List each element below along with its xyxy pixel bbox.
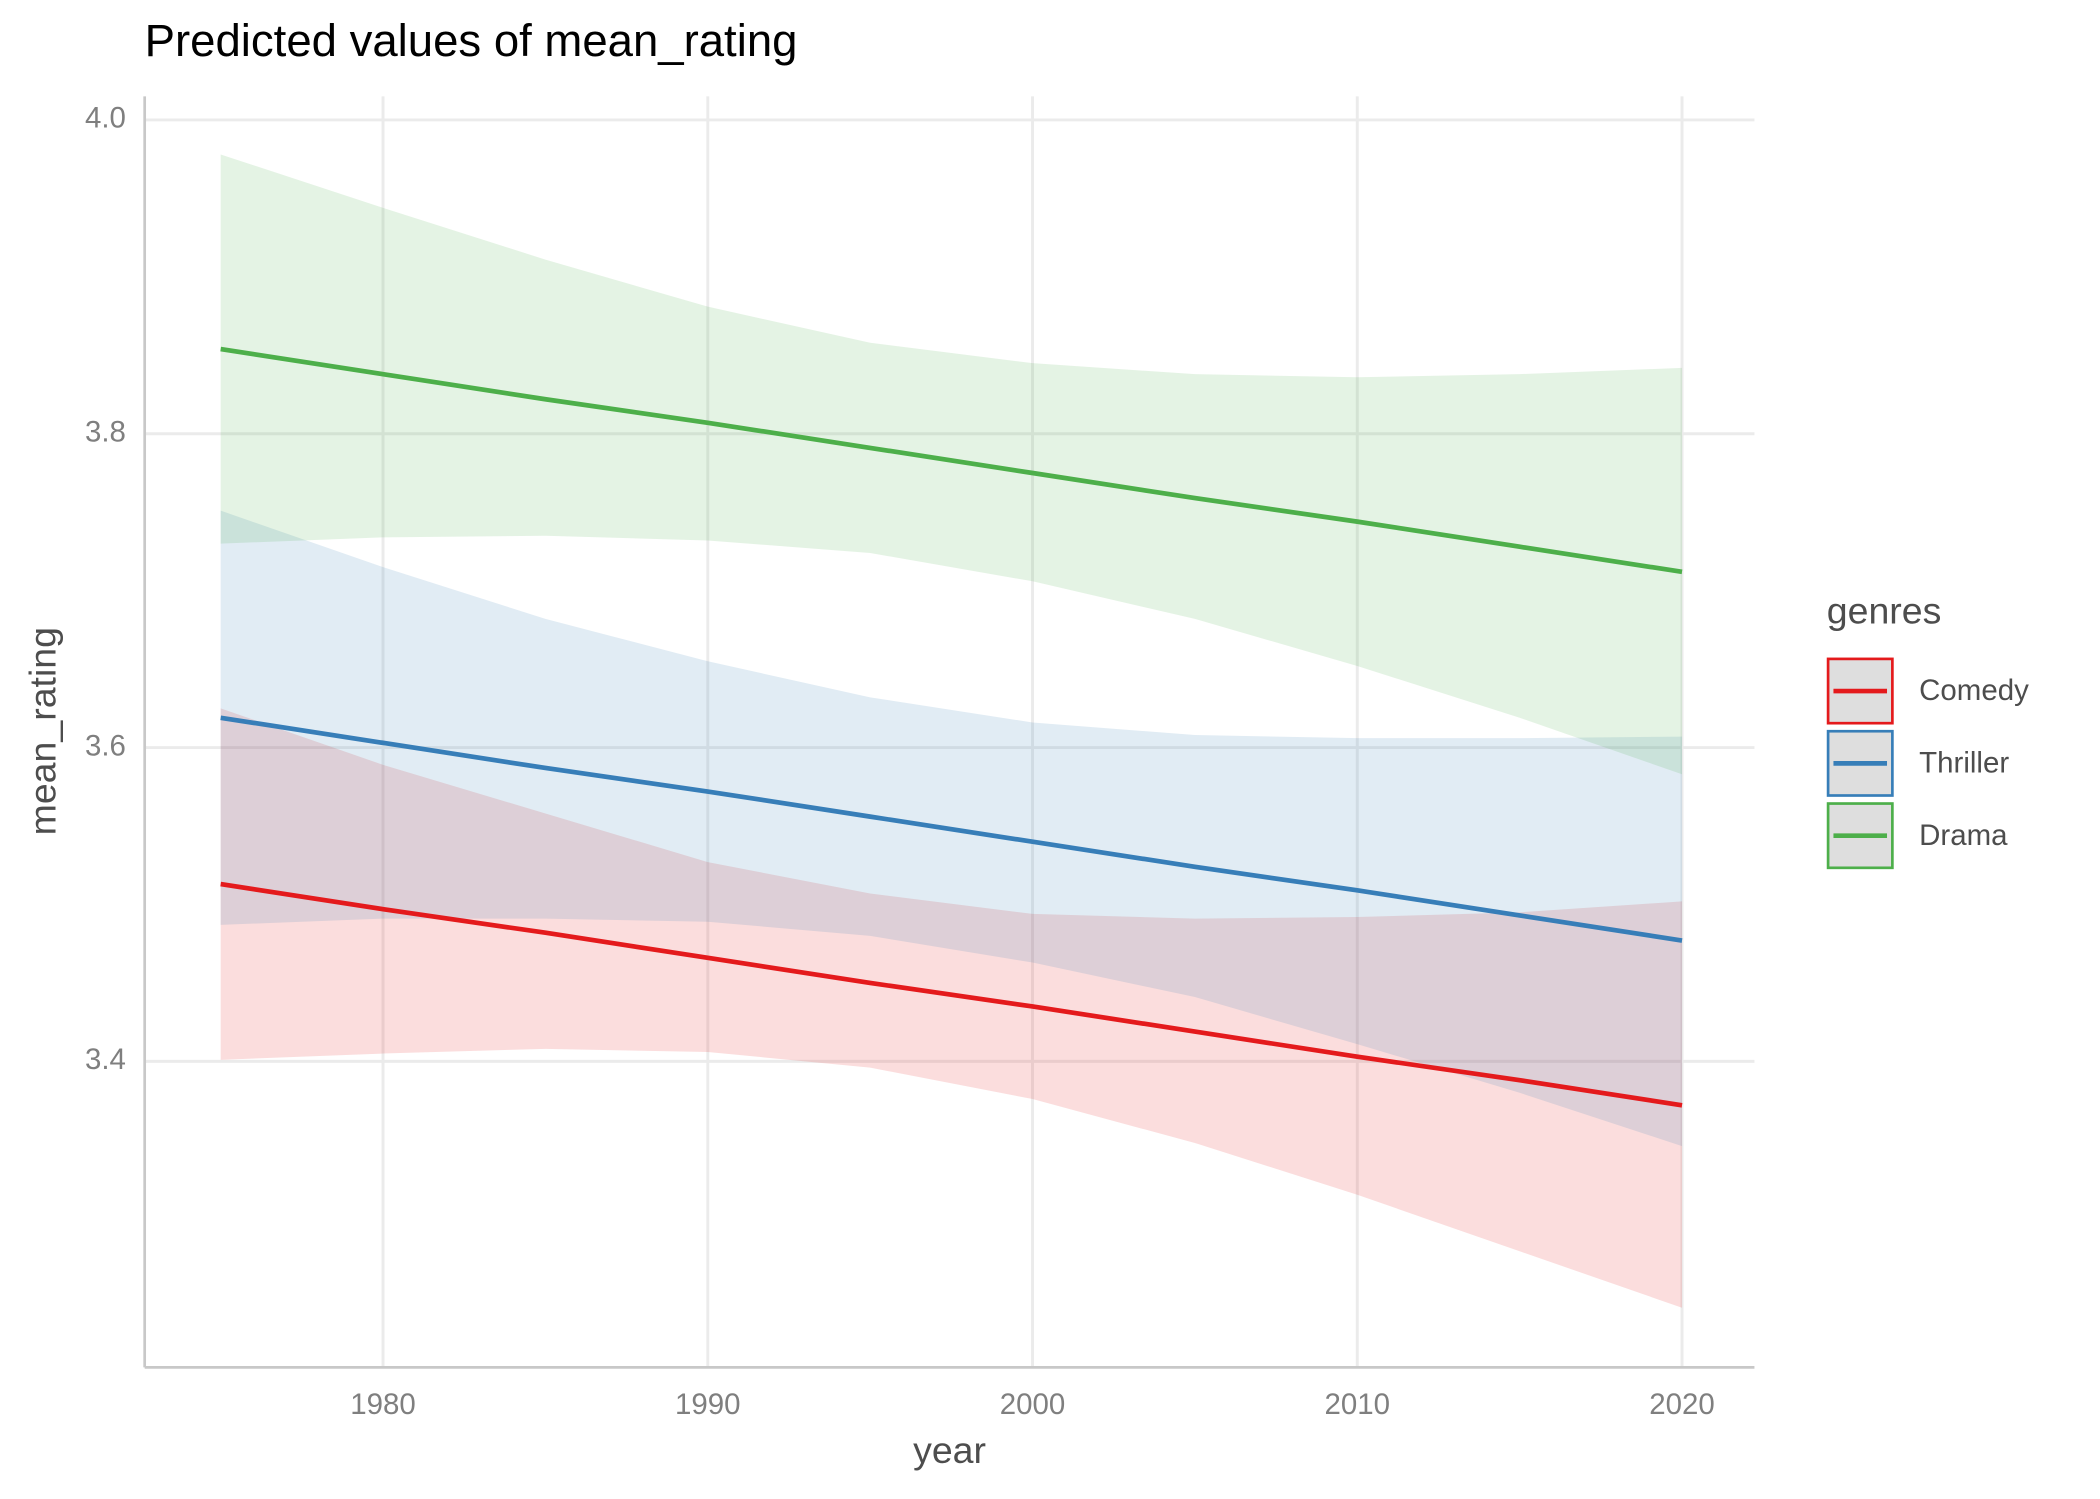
x-tick-label: 2020 — [1649, 1388, 1715, 1421]
lines — [220, 346, 1683, 1108]
x-tick-label: 2010 — [1325, 1388, 1391, 1421]
legend: Comedy Thriller Drama — [1826, 657, 2029, 870]
legend-label: Drama — [1919, 819, 2008, 852]
series-line — [220, 715, 1683, 943]
series-line — [220, 346, 1683, 575]
x-tick-label: 2000 — [1000, 1388, 1066, 1421]
confidence-band — [220, 154, 1683, 775]
x-tick-label: 1980 — [350, 1388, 416, 1421]
y-tick-label: 3.8 — [85, 416, 126, 449]
series-line — [220, 881, 1683, 1108]
legend-label: Thriller — [1919, 746, 2009, 779]
legend-label: Comedy — [1919, 674, 2029, 707]
x-tick-label: 1990 — [675, 1388, 741, 1421]
y-tick-label: 3.6 — [85, 729, 126, 762]
y-tick-label: 3.4 — [85, 1043, 126, 1076]
y-axis-title: mean_rating — [21, 627, 63, 835]
bands — [220, 154, 1683, 1308]
y-tick-label: 4.0 — [85, 102, 126, 135]
chart-title: Predicted values of mean_rating — [145, 15, 798, 66]
legend-title: genres — [1827, 589, 1942, 631]
confidence-band — [220, 708, 1683, 1308]
x-axis-title: year — [913, 1429, 986, 1471]
